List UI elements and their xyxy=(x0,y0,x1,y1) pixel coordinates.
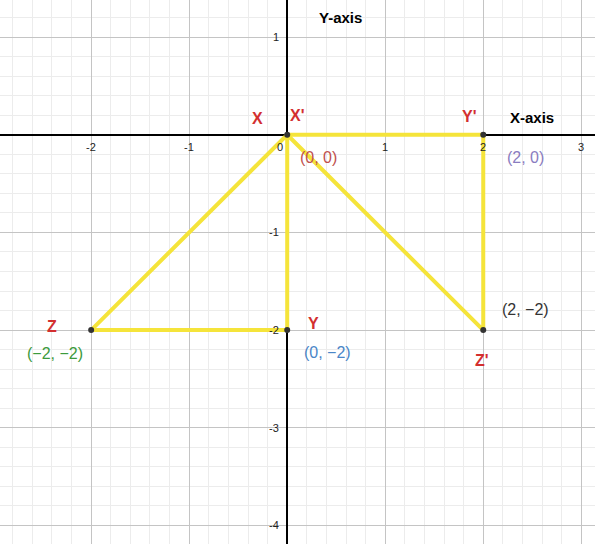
svg-text:0: 0 xyxy=(277,141,283,153)
svg-text:(0, 0): (0, 0) xyxy=(300,149,337,166)
svg-text:Y: Y xyxy=(308,315,319,332)
svg-text:Y-axis: Y-axis xyxy=(319,9,362,26)
svg-text:(0, −2): (0, −2) xyxy=(304,344,351,361)
svg-text:-3: -3 xyxy=(269,422,279,434)
svg-text:X': X' xyxy=(290,107,304,124)
svg-text:Y': Y' xyxy=(462,108,476,125)
svg-text:-1: -1 xyxy=(184,141,194,153)
svg-text:(−2, −2): (−2, −2) xyxy=(27,345,83,362)
svg-text:-2: -2 xyxy=(269,324,279,336)
svg-text:(2, −2): (2, −2) xyxy=(502,301,549,318)
svg-text:1: 1 xyxy=(382,141,388,153)
svg-text:-4: -4 xyxy=(269,519,279,531)
svg-text:Z: Z xyxy=(47,318,57,335)
svg-text:-2: -2 xyxy=(86,141,96,153)
svg-text:Z': Z' xyxy=(475,352,489,369)
svg-text:1: 1 xyxy=(273,31,279,43)
svg-text:(2, 0): (2, 0) xyxy=(507,149,544,166)
svg-text:X-axis: X-axis xyxy=(510,109,554,126)
svg-text:-1: -1 xyxy=(269,226,279,238)
svg-text:2: 2 xyxy=(480,141,486,153)
svg-text:3: 3 xyxy=(578,141,584,153)
svg-text:X: X xyxy=(252,110,263,127)
